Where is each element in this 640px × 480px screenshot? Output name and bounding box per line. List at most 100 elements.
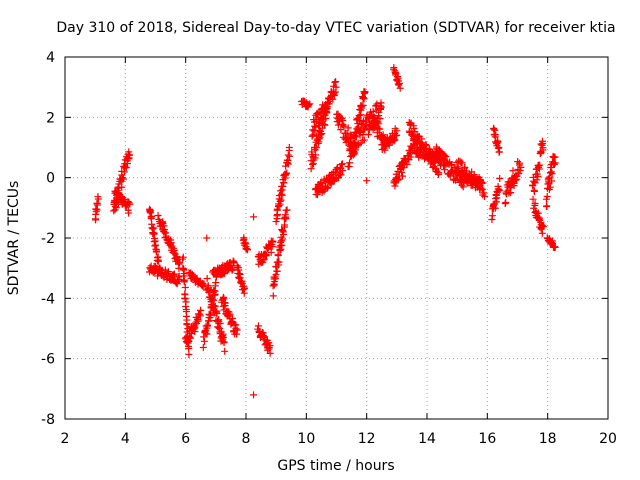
data-point xyxy=(278,237,286,245)
y-tick-label: -6 xyxy=(41,352,55,368)
data-point xyxy=(458,181,466,189)
x-tick-label: 2 xyxy=(61,431,70,447)
data-point xyxy=(231,321,239,329)
x-tick-label: 8 xyxy=(242,431,251,447)
data-point xyxy=(220,339,228,347)
data-point xyxy=(125,148,133,156)
data-point xyxy=(403,160,411,168)
chart-title: Day 310 of 2018, Sidereal Day-to-day VTE… xyxy=(56,20,615,36)
data-point xyxy=(359,101,367,109)
data-point xyxy=(377,103,385,111)
data-point xyxy=(154,212,162,220)
data-point xyxy=(368,123,376,131)
data-point xyxy=(111,202,119,210)
data-point xyxy=(394,175,402,183)
data-point xyxy=(530,177,538,185)
x-tick-label: 12 xyxy=(358,431,376,447)
data-point xyxy=(244,246,252,254)
data-point xyxy=(376,115,384,123)
data-point xyxy=(338,160,346,168)
data-point xyxy=(337,126,345,134)
data-point xyxy=(375,112,383,120)
data-point xyxy=(515,169,523,177)
data-point xyxy=(126,200,134,208)
data-point xyxy=(538,222,546,230)
data-point xyxy=(309,131,317,139)
data-point xyxy=(458,159,466,167)
data-point xyxy=(548,239,556,247)
data-point xyxy=(281,223,289,231)
data-point xyxy=(185,345,193,353)
data-point xyxy=(185,350,193,358)
y-tick-label: 2 xyxy=(46,110,55,126)
data-point xyxy=(540,222,548,230)
data-point xyxy=(279,235,287,243)
data-point xyxy=(170,270,178,278)
data-point xyxy=(267,248,275,256)
data-point xyxy=(495,148,503,156)
data-point xyxy=(312,151,320,159)
data-point xyxy=(329,95,337,103)
data-point xyxy=(330,92,338,100)
data-point xyxy=(271,275,279,283)
data-point xyxy=(170,246,178,254)
data-point xyxy=(548,177,556,185)
data-point xyxy=(491,126,499,134)
data-point xyxy=(536,161,544,169)
data-point xyxy=(265,345,273,353)
data-point xyxy=(280,179,288,187)
data-point xyxy=(491,204,499,212)
data-point xyxy=(200,280,208,288)
data-point xyxy=(310,127,318,135)
data-point xyxy=(272,218,280,226)
data-point xyxy=(315,135,323,143)
data-point xyxy=(318,111,326,119)
data-point xyxy=(275,258,283,266)
data-point xyxy=(461,163,469,171)
data-point xyxy=(476,177,484,185)
data-point xyxy=(276,197,284,205)
data-point xyxy=(546,183,554,191)
data-point xyxy=(509,167,517,175)
data-point xyxy=(233,326,241,334)
data-point xyxy=(230,258,238,266)
data-point xyxy=(381,146,389,154)
data-point xyxy=(517,163,525,171)
data-point xyxy=(92,205,100,213)
data-point xyxy=(285,144,293,152)
data-point xyxy=(414,133,422,141)
data-point xyxy=(339,166,347,174)
data-point xyxy=(269,292,277,300)
y-tick-label: -8 xyxy=(41,412,55,428)
x-tick-label: 14 xyxy=(418,431,436,447)
data-point xyxy=(126,151,134,159)
data-point xyxy=(122,164,130,172)
data-point xyxy=(516,166,524,174)
data-point xyxy=(331,78,339,86)
x-tick-label: 20 xyxy=(599,431,617,447)
data-point xyxy=(363,177,371,185)
data-point xyxy=(215,324,223,332)
data-point xyxy=(390,64,398,72)
data-point xyxy=(199,279,207,287)
data-point xyxy=(94,195,102,203)
data-point xyxy=(551,153,559,161)
y-tick-labels: 4 2 0 -2 -4 -6 -8 xyxy=(41,50,55,428)
data-point xyxy=(277,187,285,195)
data-point xyxy=(221,302,229,310)
data-point xyxy=(392,69,400,77)
data-point xyxy=(435,169,443,177)
data-point xyxy=(118,183,126,191)
data-point xyxy=(543,192,551,200)
data-point xyxy=(180,277,188,285)
data-point xyxy=(269,282,277,290)
data-point xyxy=(308,132,316,140)
data-point xyxy=(207,286,215,294)
data-point xyxy=(395,79,403,87)
y-axis-label: SDTVAR / TECUs xyxy=(6,181,22,296)
data-point xyxy=(376,125,384,133)
data-point xyxy=(407,153,415,161)
x-tick-label: 4 xyxy=(121,431,130,447)
data-point xyxy=(496,174,504,182)
data-point xyxy=(210,287,218,295)
